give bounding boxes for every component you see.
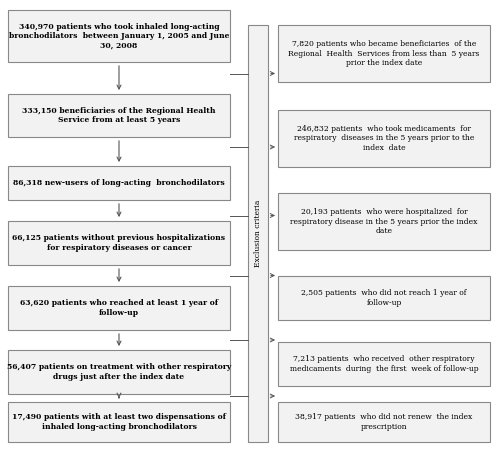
FancyBboxPatch shape <box>8 221 230 265</box>
FancyBboxPatch shape <box>248 25 268 442</box>
Text: 63,620 patients who reached at least 1 year of
follow-up: 63,620 patients who reached at least 1 y… <box>20 299 218 317</box>
FancyBboxPatch shape <box>278 193 490 250</box>
Text: 2,505 patients  who did not reach 1 year of
follow-up: 2,505 patients who did not reach 1 year … <box>301 289 467 306</box>
FancyBboxPatch shape <box>278 110 490 167</box>
FancyBboxPatch shape <box>8 10 230 62</box>
FancyBboxPatch shape <box>278 402 490 442</box>
Text: 86,318 new-users of long-acting  bronchodilators: 86,318 new-users of long-acting bronchod… <box>13 179 225 187</box>
FancyBboxPatch shape <box>278 342 490 386</box>
FancyBboxPatch shape <box>8 350 230 394</box>
FancyBboxPatch shape <box>8 166 230 200</box>
Text: 7,213 patients  who received  other respiratory
medicaments  during  the first  : 7,213 patients who received other respir… <box>290 356 478 373</box>
Text: 20,193 patients  who were hospitalized  for
respiratory disease in the 5 years p: 20,193 patients who were hospitalized fo… <box>290 208 478 235</box>
Text: 66,125 patients without previous hospitalizations
for respiratory diseases or ca: 66,125 patients without previous hospita… <box>12 234 226 252</box>
Text: 340,970 patients who took inhaled long-acting
bronchodilators  between January 1: 340,970 patients who took inhaled long-a… <box>9 23 229 49</box>
FancyBboxPatch shape <box>278 25 490 82</box>
Text: 246,832 patients  who took medicaments  for
respiratory  diseases in the 5 years: 246,832 patients who took medicaments fo… <box>294 125 474 152</box>
FancyBboxPatch shape <box>278 276 490 320</box>
Text: 333,150 beneficiaries of the Regional Health
Service from at least 5 years: 333,150 beneficiaries of the Regional He… <box>22 107 216 124</box>
FancyBboxPatch shape <box>8 286 230 330</box>
Text: 17,490 patients with at least two dispensations of
inhaled long-acting bronchodi: 17,490 patients with at least two dispen… <box>12 414 226 431</box>
Text: 38,917 patients  who did not renew  the index
prescription: 38,917 patients who did not renew the in… <box>296 414 472 431</box>
FancyBboxPatch shape <box>8 94 230 137</box>
Text: Exclusion criteria: Exclusion criteria <box>254 200 262 267</box>
Text: 7,820 patients who became beneficiaries  of the
Regional  Health  Services from : 7,820 patients who became beneficiaries … <box>288 40 480 67</box>
FancyBboxPatch shape <box>8 402 230 442</box>
Text: 56,407 patients on treatment with other respiratory
drugs just after the index d: 56,407 patients on treatment with other … <box>7 364 231 381</box>
